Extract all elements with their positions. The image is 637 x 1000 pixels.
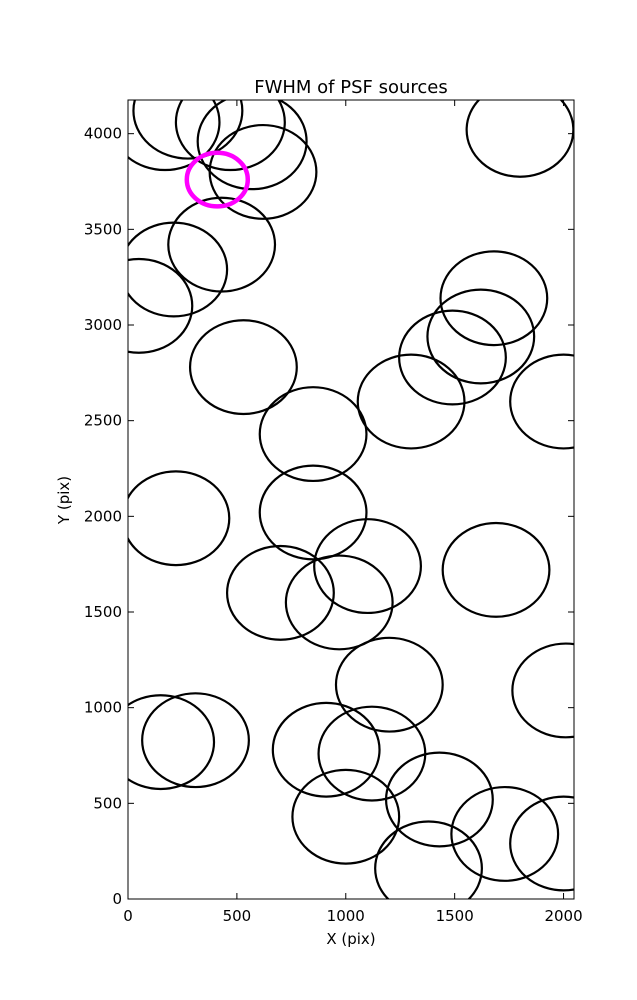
- circle-marker-14: [356, 353, 466, 450]
- x-axis-label: X (pix): [326, 930, 375, 948]
- circle-marker-18: [258, 464, 368, 561]
- circle-marker-23: [334, 636, 444, 733]
- y-tick-label-3500: 3500: [84, 220, 122, 238]
- circle-marker-5: [208, 123, 318, 220]
- circle-marker-3: [174, 100, 286, 172]
- circle-marker-19: [313, 518, 423, 615]
- circle-marker-2: [132, 100, 244, 160]
- circle-marker-28: [317, 705, 427, 802]
- circle-marker-11: [426, 288, 536, 385]
- circle-marker-31: [450, 785, 560, 882]
- circle-marker-12: [398, 309, 507, 406]
- y-tick-label-500: 500: [93, 794, 122, 812]
- circle-marker-9: [128, 257, 194, 354]
- y-tick-label-1000: 1000: [84, 699, 122, 717]
- circle-marker-25: [128, 694, 216, 791]
- circle-marker-27: [271, 701, 381, 798]
- x-tick-label-500: 500: [223, 907, 252, 925]
- x-tick-label-0: 0: [123, 907, 133, 925]
- chart-title: FWHM of PSF sources: [254, 77, 448, 98]
- circle-marker-10: [439, 250, 549, 347]
- x-tick-label-1500: 1500: [436, 907, 474, 925]
- y-tick-label-0: 0: [112, 890, 122, 908]
- x-axis-ticks: 0 500 1000 1500 2000: [123, 100, 583, 925]
- circle-marker-1: [128, 100, 221, 172]
- circle-marker-30: [291, 768, 401, 865]
- y-tick-label-2500: 2500: [84, 412, 122, 430]
- circle-marker-6: [465, 100, 574, 178]
- y-tick-label-3000: 3000: [84, 316, 122, 334]
- circle-marker-7: [167, 196, 277, 293]
- circle-marker-33: [374, 820, 483, 899]
- circle-marker-32: [509, 795, 574, 892]
- circle-marker-15: [509, 353, 574, 450]
- y-tick-label-4000: 4000: [84, 125, 122, 143]
- x-tick-label-1000: 1000: [327, 907, 365, 925]
- circle-marker-20: [441, 521, 551, 618]
- x-tick-label-2000: 2000: [544, 907, 582, 925]
- circle-marker-24: [511, 642, 574, 739]
- circle-marker-21: [225, 544, 335, 641]
- y-axis-label: Y (pix): [55, 476, 73, 525]
- y-tick-label-2000: 2000: [84, 507, 122, 525]
- circle-marker-17: [128, 470, 231, 567]
- highlight-circle-marker: [184, 150, 251, 209]
- circle-marker-22: [284, 554, 394, 651]
- y-tick-label-1500: 1500: [84, 603, 122, 621]
- circle-marker-8: [128, 221, 229, 318]
- circle-marker-26: [141, 692, 250, 789]
- circle-marker-16: [258, 386, 368, 483]
- circle-markers: [128, 100, 574, 899]
- y-axis-ticks: 0 500 1000 1500 2000 2500 3000 3500 4000: [84, 125, 574, 908]
- plot-frame: [127, 99, 575, 900]
- circle-marker-4: [196, 100, 308, 191]
- circle-marker-29: [384, 751, 494, 848]
- circle-marker-13: [188, 319, 298, 416]
